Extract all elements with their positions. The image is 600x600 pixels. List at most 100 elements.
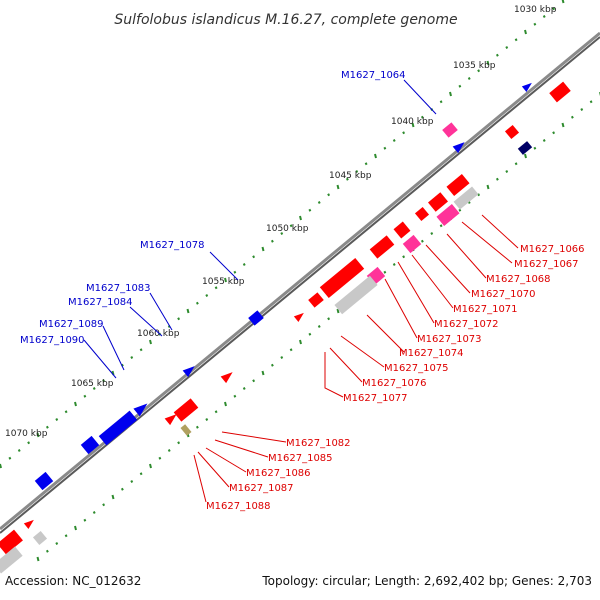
- track-tick: [552, 131, 556, 135]
- track-tick: [149, 463, 152, 469]
- gene-label-reverse[interactable]: M1627_1073: [417, 334, 482, 345]
- gene-reverse: [308, 292, 324, 308]
- track-tick: [383, 270, 387, 274]
- gene-label-forward[interactable]: M1627_1064: [341, 70, 406, 81]
- kbp-ticks: 1030 kbp 1035 kbp 1040 kbp 1045 kbp 1050…: [5, 5, 557, 439]
- track-tick: [420, 115, 424, 119]
- track-tick: [102, 503, 106, 507]
- track-tick: [561, 122, 565, 128]
- track-tick: [561, 0, 565, 4]
- gene-label-reverse[interactable]: M1627_1070: [471, 289, 536, 300]
- gene-label-reverse[interactable]: M1627_1075: [384, 363, 449, 374]
- track-tick: [467, 77, 471, 80]
- gene-reverse: [180, 424, 192, 436]
- gene-reverse: [0, 529, 23, 555]
- track-tick: [430, 232, 434, 235]
- gene-label-forward[interactable]: M1627_1084: [68, 297, 133, 308]
- track-tick: [486, 60, 490, 66]
- track-tick: [533, 146, 537, 150]
- track-tick: [224, 401, 227, 407]
- track-tick: [0, 463, 2, 469]
- track-tick: [158, 456, 162, 460]
- track-tick: [495, 177, 499, 181]
- track-tick: [580, 108, 584, 111]
- track-tick: [280, 356, 284, 359]
- track-tick: [252, 255, 256, 259]
- track-tick: [195, 425, 199, 429]
- track-tick: [139, 348, 143, 352]
- gene-reverse: [32, 530, 48, 546]
- gene-reverse: [453, 186, 479, 210]
- gene-label-reverse[interactable]: M1627_1082: [286, 438, 351, 449]
- map-title: Sulfolobus islandicus M.16.27, complete …: [114, 12, 457, 28]
- track-tick: [214, 286, 218, 290]
- track-tick: [383, 146, 387, 150]
- kbp-label: 1070 kbp: [5, 429, 48, 439]
- track-tick: [102, 379, 106, 383]
- gene-reverse: [436, 204, 460, 226]
- track-tick: [280, 232, 284, 235]
- track-tick: [139, 472, 143, 476]
- gene-label-reverse[interactable]: M1627_1068: [486, 274, 551, 285]
- track-tick: [45, 425, 49, 429]
- track-tick: [17, 449, 21, 452]
- gene-label-forward[interactable]: M1627_1090: [20, 335, 85, 346]
- track-tick: [167, 325, 171, 328]
- gene-features: [0, 81, 571, 574]
- gene-label-forward[interactable]: M1627_1089: [39, 319, 104, 330]
- track-tick: [420, 239, 424, 243]
- gene-forward: [521, 82, 532, 92]
- gene-label-reverse[interactable]: M1627_1077: [343, 393, 408, 404]
- gene-reverse: [414, 206, 430, 222]
- track-tick: [327, 317, 331, 321]
- kbp-label: 1055 kbp: [202, 277, 245, 287]
- gene-label-reverse[interactable]: M1627_1087: [229, 483, 294, 494]
- track-tick: [289, 348, 293, 352]
- track-tick: [233, 270, 237, 274]
- track-tick: [392, 139, 396, 142]
- accession-text: Accession: NC_012632: [5, 574, 142, 588]
- topology-text: Topology: circular; Length: 2,692,402 bp…: [262, 574, 592, 588]
- gene-label-forward[interactable]: M1627_1078: [140, 240, 205, 251]
- track-tick: [299, 215, 302, 221]
- track-tick: [477, 69, 481, 73]
- gene-label-reverse[interactable]: M1627_1076: [362, 378, 427, 389]
- gene-label-forward[interactable]: M1627_1083: [86, 283, 151, 294]
- track-tick: [45, 549, 49, 553]
- track-tick: [327, 193, 331, 197]
- track-tick: [261, 246, 265, 252]
- gene-label-reverse[interactable]: M1627_1072: [434, 319, 499, 330]
- gene-forward: [80, 435, 100, 455]
- gene-forward: [517, 141, 533, 155]
- gene-label-reverse[interactable]: M1627_1066: [520, 244, 585, 255]
- track-tick: [392, 263, 396, 266]
- gene-reverse: [220, 372, 233, 384]
- track-tick: [308, 208, 312, 212]
- gene-reverse: [393, 221, 411, 239]
- track-tick: [252, 379, 256, 383]
- track-tick: [364, 162, 368, 166]
- gene-label-reverse[interactable]: M1627_1071: [453, 304, 518, 315]
- track-tick: [533, 22, 537, 26]
- track-tick: [270, 363, 274, 367]
- track-tick: [449, 91, 452, 97]
- track-tick: [205, 294, 209, 297]
- track-tick: [233, 394, 237, 398]
- gene-reverse: [334, 275, 378, 315]
- track-tick: [486, 184, 490, 190]
- track-tick: [289, 224, 293, 228]
- gene-label-reverse[interactable]: M1627_1074: [399, 348, 464, 359]
- track-tick: [92, 511, 96, 514]
- gene-label-reverse[interactable]: M1627_1067: [514, 259, 579, 270]
- gene-label-reverse[interactable]: M1627_1088: [206, 501, 271, 512]
- track-tick: [149, 339, 152, 345]
- gene-reverse: [319, 257, 365, 299]
- track-tick: [524, 29, 527, 35]
- gene-forward: [34, 471, 54, 491]
- track-tick: [505, 170, 509, 173]
- gene-label-reverse[interactable]: M1627_1086: [246, 468, 311, 479]
- gene-label-reverse[interactable]: M1627_1085: [268, 453, 333, 464]
- track-tick: [374, 153, 377, 159]
- track-tick: [458, 84, 462, 88]
- track-tick: [205, 418, 209, 421]
